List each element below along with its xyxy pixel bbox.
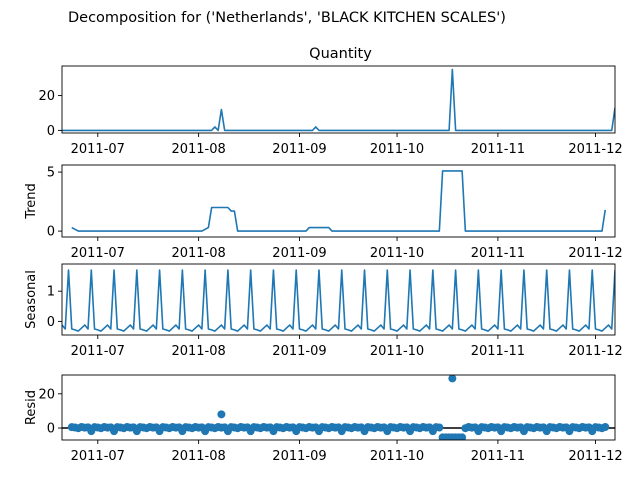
trend-ytick-label: 0 — [47, 225, 55, 240]
quantity-panel-title: Quantity — [309, 46, 372, 62]
quantity-xtick-label: 2011-07 — [71, 142, 125, 157]
quantity-xtick-label: 2011-11 — [471, 142, 525, 157]
trend-xtick-label: 2011-07 — [71, 246, 125, 261]
resid-xtick-label: 2011-10 — [370, 449, 424, 464]
trend-xtick-label: 2011-12 — [568, 246, 622, 261]
resid-xtick-label: 2011-08 — [171, 449, 225, 464]
trend-ytick-label: 5 — [47, 166, 55, 181]
panels: 0 20 2011-07 2011-08 2011-09 2011-10 2011-11 20… — [24, 46, 623, 464]
trend-data — [71, 170, 607, 232]
resid-point — [601, 423, 610, 431]
resid-point — [435, 423, 444, 432]
resid-outlier-point — [448, 375, 457, 383]
trend-ylabel: Trend — [24, 183, 39, 220]
resid-xtick-label: 2011-09 — [272, 449, 326, 464]
resid-panel: 0 20 2011-07 2011-08 2011-09 2011-10 2011-11 20… — [24, 374, 623, 464]
seasonal-xtick-label: 2011-09 — [272, 344, 326, 359]
quantity-axes-frame — [61, 65, 616, 134]
quantity-ytick-label: 20 — [38, 89, 55, 104]
resid-point — [458, 433, 467, 440]
seasonal-xtick-label: 2011-10 — [370, 344, 424, 359]
seasonal-panel: 0 1 2011-07 2011-08 2011-09 2011-10 2011-11 201… — [24, 263, 623, 359]
seasonal-axes-frame — [61, 263, 616, 336]
trend-xtick-label: 2011-11 — [471, 246, 525, 261]
seasonal-xtick-label: 2011-12 — [568, 344, 622, 359]
trend-panel: 0 5 2011-07 2011-08 2011-09 2011-10 2011-11 201… — [24, 164, 623, 261]
resid-xtick-label: 2011-07 — [71, 449, 125, 464]
trend-xtick-label: 2011-08 — [171, 246, 225, 261]
quantity-series-line — [62, 68, 615, 132]
seasonal-ytick-label: 0 — [47, 315, 55, 330]
trend-axes-frame — [61, 164, 616, 238]
figure-title: Decomposition for ('Netherlands', 'BLACK… — [68, 10, 506, 26]
resid-xtick-label: 2011-12 — [568, 449, 622, 464]
resid-xtick-label: 2011-11 — [471, 449, 525, 464]
resid-outlier-point — [217, 410, 226, 419]
seasonal-ylabel: Seasonal — [24, 270, 39, 329]
trend-xtick-label: 2011-10 — [370, 246, 424, 261]
quantity-ytick-label: 0 — [47, 124, 55, 139]
quantity-data — [62, 68, 615, 132]
seasonal-xtick-label: 2011-07 — [71, 344, 125, 359]
quantity-panel: 0 20 2011-07 2011-08 2011-09 2011-10 2011-11 20… — [38, 46, 622, 157]
trend-series-line — [71, 170, 607, 232]
quantity-xtick-label: 2011-12 — [568, 142, 622, 157]
resid-data — [62, 375, 615, 440]
trend-xtick-label: 2011-09 — [272, 246, 326, 261]
seasonal-ytick-label: 1 — [47, 285, 55, 300]
resid-ylabel: Resid — [24, 390, 39, 425]
quantity-xtick-label: 2011-09 — [272, 142, 326, 157]
resid-axes-frame — [61, 374, 616, 441]
seasonal-xtick-label: 2011-08 — [171, 344, 225, 359]
resid-ytick-label: 20 — [38, 387, 55, 402]
seasonal-data — [62, 269, 615, 332]
quantity-xtick-label: 2011-10 — [370, 142, 424, 157]
seasonal-series-line — [62, 269, 615, 332]
seasonal-xtick-label: 2011-11 — [471, 344, 525, 359]
resid-ytick-label: 0 — [47, 422, 55, 437]
quantity-xtick-label: 2011-08 — [171, 142, 225, 157]
